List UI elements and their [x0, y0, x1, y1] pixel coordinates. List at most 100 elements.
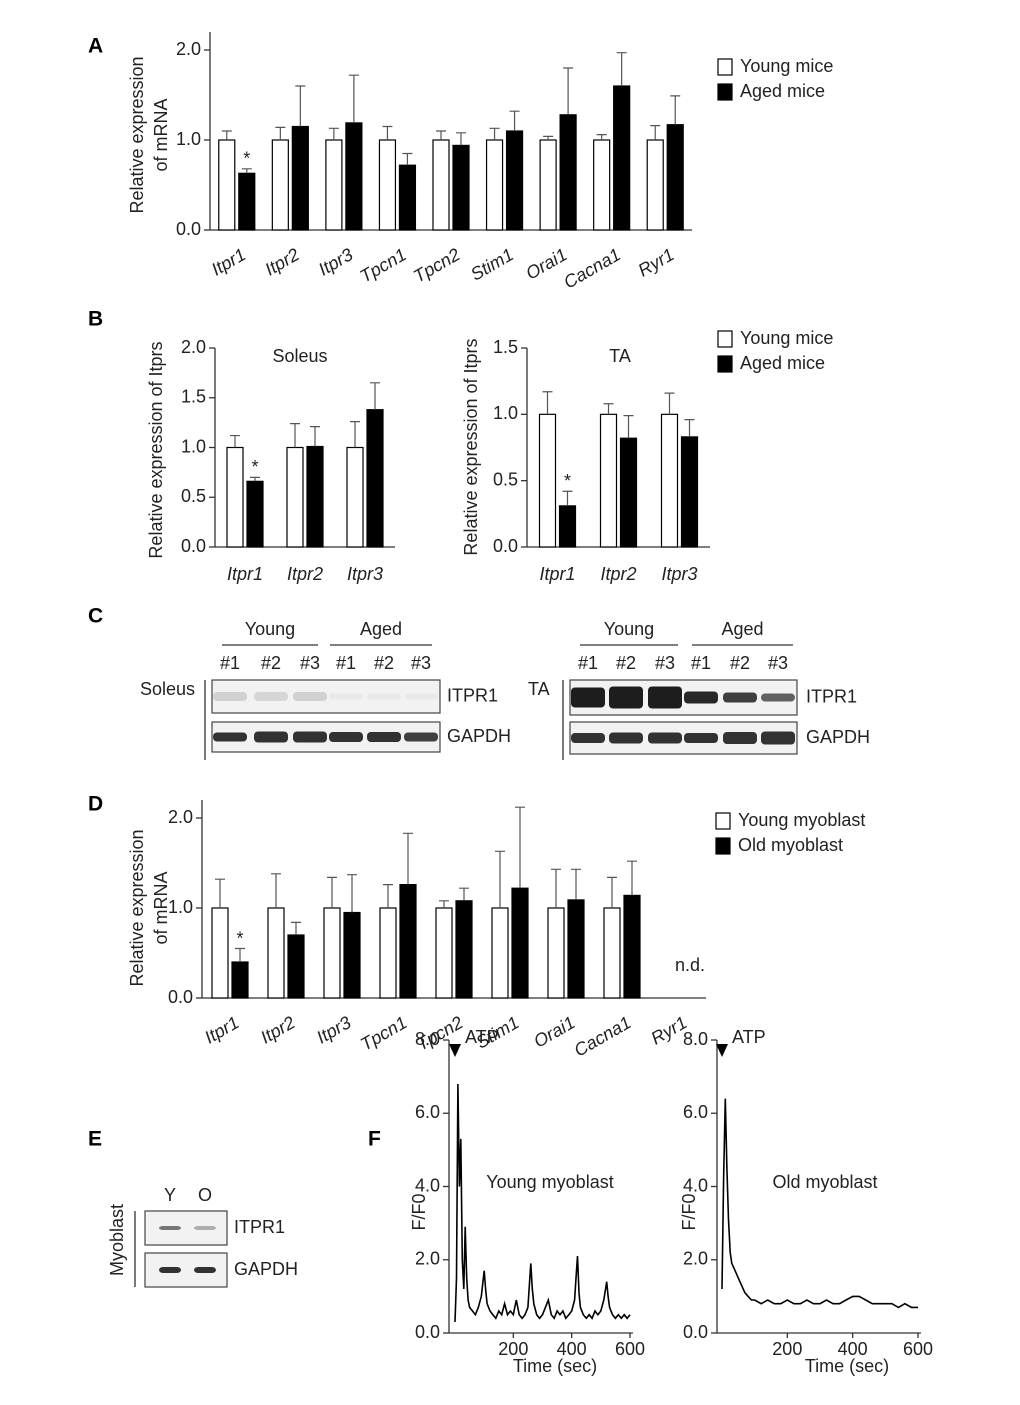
blot-lane: #2 — [374, 653, 394, 673]
blot-band — [159, 1267, 181, 1273]
y-tick-label: 2.0 — [176, 39, 201, 59]
blot-row-label: ITPR1 — [447, 685, 498, 705]
blot-lane: #3 — [655, 653, 675, 673]
y-axis-label: F/F0 — [679, 1193, 699, 1230]
blot-band — [609, 732, 643, 744]
bar — [613, 85, 631, 231]
x-axis-label: Time (sec) — [805, 1356, 889, 1376]
y-tick-label: 0.5 — [181, 486, 206, 506]
blot-lane: #1 — [336, 653, 356, 673]
bar — [558, 505, 577, 548]
legend-swatch — [717, 58, 733, 76]
blot-band — [293, 731, 327, 743]
y-tick-label: 1.0 — [168, 897, 193, 917]
error-bar — [327, 876, 337, 908]
blot-band — [367, 693, 401, 700]
error-bar — [291, 921, 301, 935]
bar — [238, 172, 256, 231]
blot-band — [609, 686, 643, 709]
blot-lane: #3 — [300, 653, 320, 673]
error-bar — [607, 876, 617, 908]
blot-membrane — [569, 679, 798, 716]
error-bar — [383, 884, 393, 908]
annotation: * — [243, 149, 250, 169]
bar — [211, 907, 229, 999]
error-bar — [562, 490, 573, 506]
error-bar — [543, 135, 554, 140]
stimulus-arrow — [716, 1044, 728, 1057]
y-tick-label: 6.0 — [415, 1102, 440, 1122]
blot-band — [761, 693, 795, 702]
bar — [511, 887, 529, 999]
error-bar — [350, 421, 360, 448]
x-axis-label: Time (sec) — [513, 1356, 597, 1376]
bar — [432, 139, 450, 231]
bar — [539, 139, 557, 231]
panel-label: B — [88, 308, 103, 331]
y-tick-label: 0.0 — [176, 219, 201, 239]
error-bar — [596, 134, 607, 140]
y-tick-label: 1.0 — [176, 129, 201, 149]
legend-swatch — [715, 837, 731, 855]
error-bar — [459, 887, 469, 901]
legend-swatch — [715, 812, 731, 830]
blot-band — [571, 733, 605, 743]
blot-lane: #1 — [691, 653, 711, 673]
y-tick-label: 2.0 — [683, 1249, 708, 1269]
error-bar — [235, 947, 245, 962]
error-bar — [347, 874, 357, 913]
blot-band — [213, 692, 247, 701]
error-bar — [670, 95, 681, 125]
bar — [646, 139, 664, 231]
blot-band — [194, 1226, 216, 1230]
panel-label: E — [88, 1128, 102, 1151]
error-bar — [230, 434, 240, 448]
bar — [567, 899, 585, 999]
annotation: * — [251, 457, 258, 477]
bar — [452, 144, 470, 231]
error-bar — [456, 132, 466, 146]
blot-lane: #1 — [220, 653, 240, 673]
blot-tissue: TA — [528, 679, 550, 699]
x-tick-label: Itpr2 — [600, 564, 636, 584]
bar — [491, 907, 509, 999]
error-bar — [616, 52, 627, 86]
panel-label: A — [88, 35, 103, 58]
x-tick-label: Itpr1 — [227, 564, 263, 584]
stimulus-arrow — [449, 1044, 461, 1057]
legend-label: Aged mice — [740, 81, 825, 101]
blot-membrane — [144, 1210, 228, 1246]
x-tick-label: Itpr1 — [208, 244, 249, 279]
x-tick-label: Itpr3 — [661, 564, 697, 584]
blot-membrane — [211, 679, 441, 714]
bar — [246, 480, 264, 548]
x-tick-label: Ryr1 — [635, 244, 678, 280]
error-bar — [664, 392, 675, 415]
error-bar — [515, 806, 525, 889]
error-bar — [241, 168, 252, 174]
y-tick-label: 0.5 — [493, 469, 518, 489]
x-tick-label: Itpr1 — [539, 564, 575, 584]
x-tick-label: 400 — [838, 1339, 868, 1359]
x-tick-label: Cacna1 — [560, 244, 624, 292]
bar — [366, 409, 384, 548]
blot-row-label: GAPDH — [234, 1259, 298, 1279]
bar — [287, 934, 305, 999]
error-bar — [603, 403, 614, 415]
blot-group: Young — [245, 619, 295, 639]
bar — [231, 961, 249, 999]
blot-row-label: GAPDH — [806, 727, 870, 747]
blot-lane: #2 — [730, 653, 750, 673]
bar — [485, 139, 504, 231]
bar — [599, 413, 618, 548]
legend-label: Old myoblast — [738, 835, 843, 855]
y-tick-label: 1.0 — [181, 436, 206, 456]
y-tick-label: 1.0 — [493, 403, 518, 423]
bar — [286, 446, 304, 548]
legend-label: Young mice — [740, 56, 833, 76]
error-bar — [328, 127, 339, 140]
bar — [603, 907, 621, 999]
blot-group: Aged — [721, 619, 763, 639]
x-tick-label: Itpr2 — [287, 564, 323, 584]
